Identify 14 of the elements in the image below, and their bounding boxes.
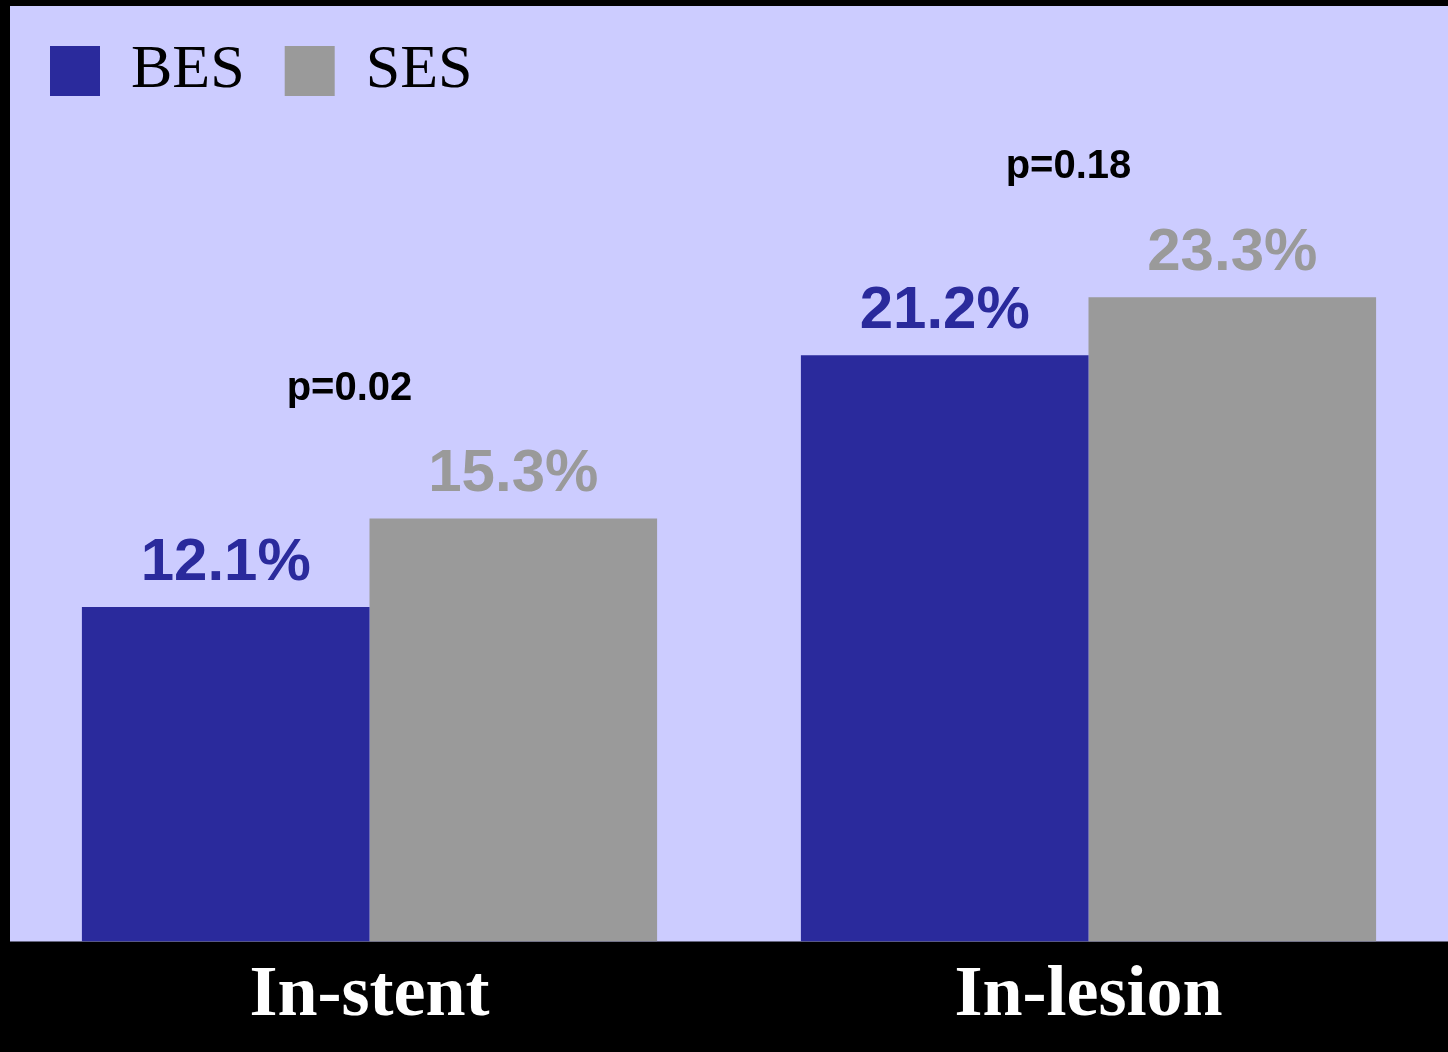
x-tick-label: In-stent xyxy=(249,951,490,1032)
data-label: 23.3% xyxy=(1147,215,1318,283)
data-label: 21.2% xyxy=(859,273,1030,341)
bar xyxy=(1088,297,1377,942)
legend-label: SES xyxy=(365,32,473,101)
x-tick-label: In-lesion xyxy=(954,951,1223,1032)
bar xyxy=(800,355,1089,942)
text: p=0.18 xyxy=(1005,142,1132,187)
annotation: p=0.02 xyxy=(286,363,413,408)
bar xyxy=(81,607,370,942)
legend-label: BES xyxy=(131,32,245,101)
bar xyxy=(369,518,658,942)
data-label: 15.3% xyxy=(428,437,599,505)
data-label: 12.1% xyxy=(140,525,311,593)
